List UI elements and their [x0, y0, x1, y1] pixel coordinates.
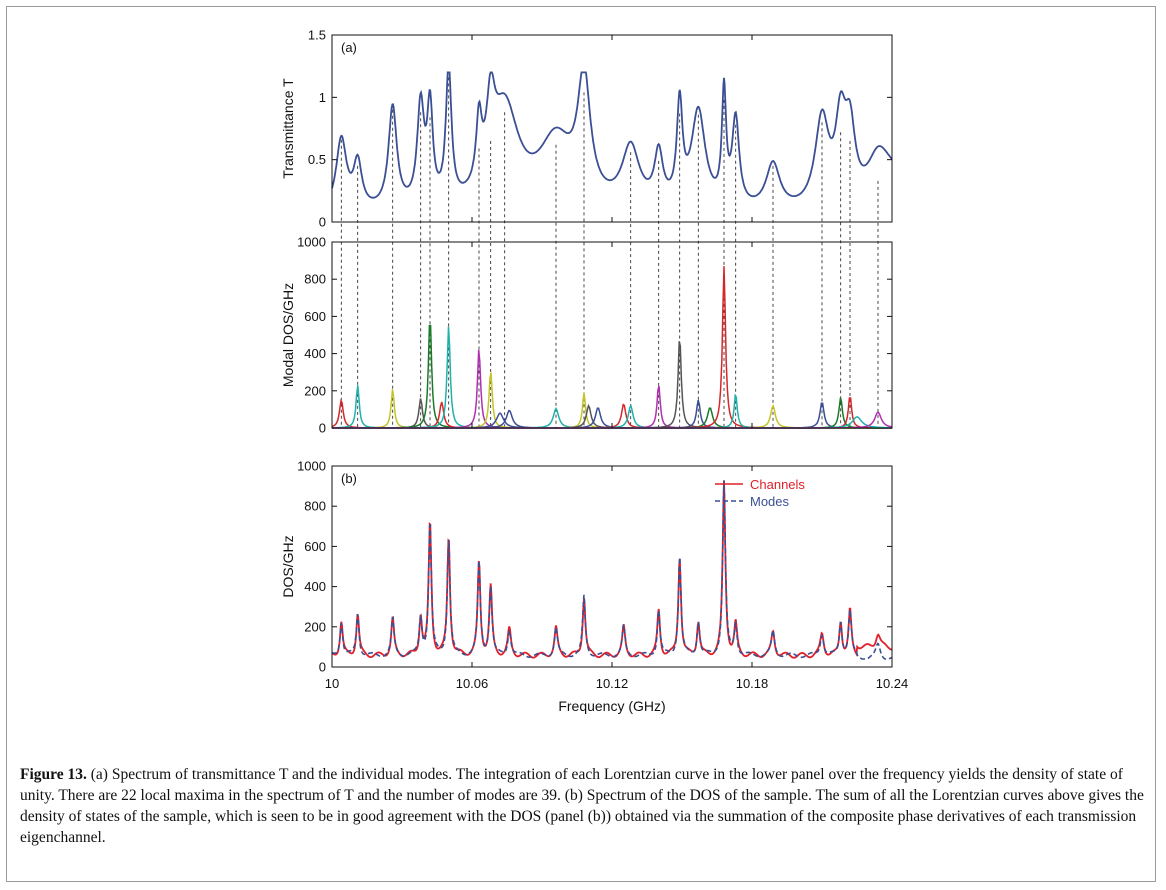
y-tick-label: 0 — [319, 421, 326, 436]
y-axis-label: Transmittance T — [280, 78, 296, 179]
legend-label-modes: Modes — [750, 494, 790, 509]
y-tick-label: 600 — [304, 309, 326, 324]
figure-frame — [6, 6, 1156, 882]
y-tick-label: 1000 — [297, 459, 326, 474]
mode-curve — [332, 324, 892, 429]
y-axis-label: DOS/GHz — [280, 535, 296, 597]
panel-label: (b) — [341, 471, 357, 486]
y-tick-label: 400 — [304, 579, 326, 594]
y-tick-label: 0 — [319, 215, 326, 230]
modes-line — [331, 480, 893, 660]
y-tick-label: 200 — [304, 619, 326, 634]
legend-label-channels: Channels — [750, 477, 805, 492]
x-tick-label: 10.18 — [736, 676, 769, 691]
mode-curve — [332, 326, 892, 429]
caption-text: (a) Spectrum of transmittance T and the … — [20, 766, 1144, 846]
panel-label: (a) — [341, 40, 357, 55]
mode-curve — [332, 372, 892, 429]
figure-chart: 0 0.5 1 1.5 Transmittance T (a) 0 200 400 600 800 1… — [280, 28, 909, 715]
x-tick-label: 10 — [325, 676, 339, 691]
y-tick-label: 1000 — [297, 235, 326, 250]
x-tick-label: 10.12 — [596, 676, 629, 691]
transmittance-line — [331, 71, 893, 199]
axes-box — [331, 241, 893, 429]
y-tick-label: 0.5 — [308, 152, 326, 167]
x-axis-label: Frequency (GHz) — [558, 698, 665, 714]
figure-caption: Figure 13. (a) Spectrum of transmittance… — [20, 764, 1148, 848]
caption-label: Figure 13. — [20, 766, 87, 783]
y-tick-label: 1.5 — [308, 28, 326, 43]
y-tick-label: 200 — [304, 383, 326, 398]
x-tick-label: 10.06 — [456, 676, 489, 691]
y-tick-label: 800 — [304, 499, 326, 514]
y-tick-label: 0 — [319, 660, 326, 675]
y-tick-label: 1 — [319, 90, 326, 105]
x-tick-label: 10.24 — [876, 676, 909, 691]
y-axis-label: Modal DOS/GHz — [280, 283, 296, 387]
axes-box — [331, 465, 893, 668]
y-tick-label: 600 — [304, 539, 326, 554]
mode-curve — [332, 349, 892, 429]
axes-box — [331, 34, 893, 223]
y-tick-label: 800 — [304, 272, 326, 287]
channels-line — [331, 480, 892, 659]
y-tick-label: 400 — [304, 346, 326, 361]
mode-curve — [332, 341, 892, 429]
mode-curve — [332, 266, 892, 429]
